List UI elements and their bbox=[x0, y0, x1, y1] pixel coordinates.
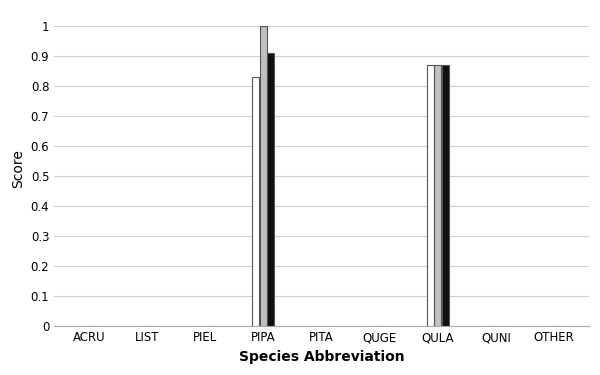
Bar bbox=[260, 26, 267, 326]
Bar bbox=[253, 77, 259, 326]
Bar bbox=[434, 65, 441, 326]
Bar bbox=[442, 65, 449, 326]
Bar bbox=[268, 53, 274, 326]
Bar bbox=[427, 65, 434, 326]
Y-axis label: Score: Score bbox=[11, 149, 25, 188]
X-axis label: Species Abbreviation: Species Abbreviation bbox=[239, 350, 404, 364]
